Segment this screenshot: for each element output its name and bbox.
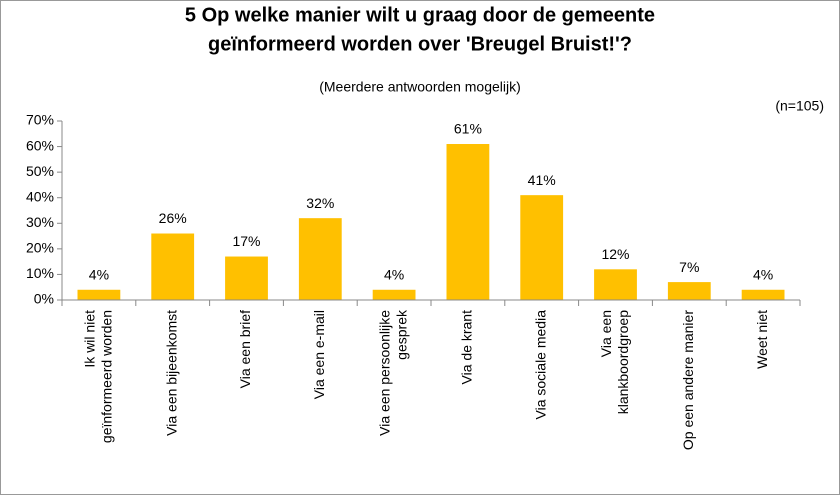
data-label: 17% — [232, 233, 260, 249]
bar — [77, 289, 121, 300]
chart-title: 5 Op welke manier wilt u graag door de g… — [185, 5, 655, 56]
data-label: 4% — [384, 266, 404, 282]
bar — [446, 144, 490, 300]
bar — [520, 195, 564, 300]
x-tick-label: Ik wil nietgeïnformeerd worden — [81, 310, 114, 443]
x-tick-label: Via een e-mail — [311, 310, 327, 399]
x-tick-label: Weet niet — [754, 310, 770, 369]
chart-subtitle: (Meerdere antwoorden mogelijk) — [319, 79, 521, 95]
y-tick-label: 10% — [26, 265, 54, 281]
data-label: 61% — [454, 121, 482, 137]
x-tick-label: Via een persoonlijkegesprek — [376, 309, 409, 436]
y-tick-label: 60% — [26, 137, 54, 153]
y-tick-label: 0% — [34, 291, 54, 307]
x-tick-label: Via een bijeenkomst — [163, 310, 179, 436]
x-tick-label: Via eenklankboordgroep — [598, 310, 631, 415]
data-label: 4% — [753, 266, 773, 282]
data-label: 26% — [159, 210, 187, 226]
x-tick-label: Via de krant — [459, 310, 475, 385]
x-tick-label: Op een andere manier — [680, 310, 696, 450]
data-label: 41% — [528, 172, 556, 188]
data-label: 12% — [601, 246, 629, 262]
data-label: 4% — [89, 266, 109, 282]
y-tick-label: 50% — [26, 163, 54, 179]
bar — [594, 269, 637, 300]
x-tick-label: Via een brief — [237, 310, 253, 388]
bar — [298, 218, 342, 300]
bar — [225, 256, 268, 300]
bar — [372, 289, 416, 300]
y-tick-label: 30% — [26, 214, 54, 230]
y-tick-label: 70% — [26, 112, 54, 128]
data-label: 32% — [306, 195, 334, 211]
x-tick-label: Via sociale media — [532, 310, 548, 420]
data-label: 7% — [679, 259, 699, 275]
bar — [667, 282, 711, 300]
bar — [151, 233, 195, 300]
y-tick-label: 40% — [26, 188, 54, 204]
sample-size: (n=105) — [775, 98, 824, 114]
y-tick-label: 20% — [26, 240, 54, 256]
bar — [741, 289, 785, 300]
